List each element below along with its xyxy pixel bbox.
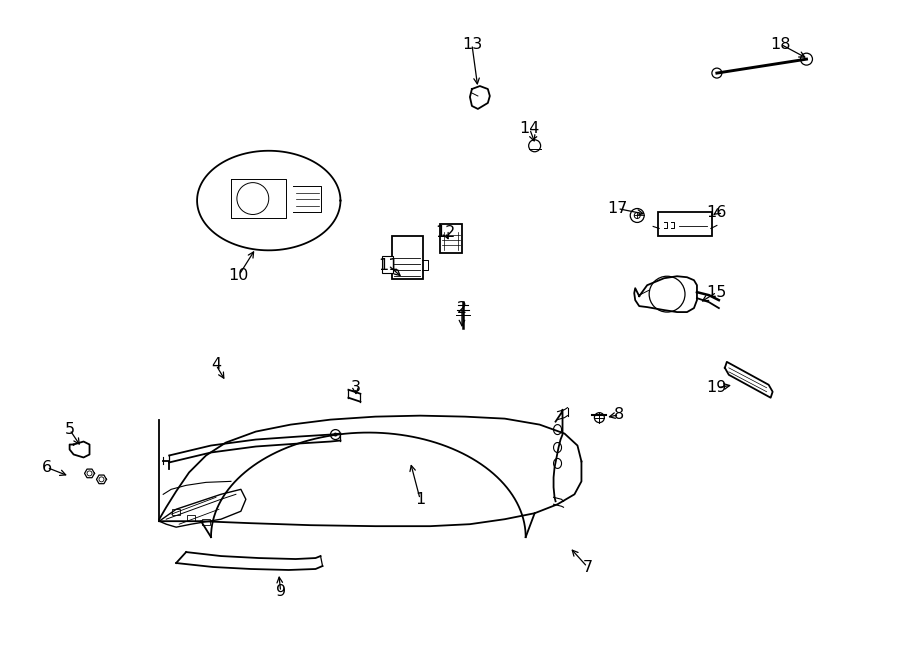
FancyBboxPatch shape [202,519,210,525]
Text: 16: 16 [706,205,727,220]
Text: 18: 18 [770,37,791,52]
Text: 1: 1 [415,492,426,507]
Text: 2: 2 [457,301,467,315]
Text: 11: 11 [378,258,399,273]
FancyBboxPatch shape [382,256,392,272]
FancyBboxPatch shape [392,236,423,279]
Text: 13: 13 [462,37,482,52]
Text: 6: 6 [41,460,52,475]
Text: 17: 17 [608,201,627,216]
FancyBboxPatch shape [187,515,195,521]
FancyBboxPatch shape [439,224,463,253]
Circle shape [334,432,338,436]
Text: 9: 9 [275,584,286,600]
Text: 5: 5 [65,422,75,437]
Text: 15: 15 [706,285,727,299]
Text: 3: 3 [350,380,360,395]
Text: 12: 12 [435,225,455,240]
FancyBboxPatch shape [172,509,180,515]
FancyBboxPatch shape [658,212,712,237]
Text: 14: 14 [519,122,540,136]
Text: 10: 10 [229,268,249,283]
Text: 4: 4 [211,358,221,372]
Text: 7: 7 [582,559,592,574]
Text: 19: 19 [706,380,727,395]
Text: 8: 8 [614,407,625,422]
